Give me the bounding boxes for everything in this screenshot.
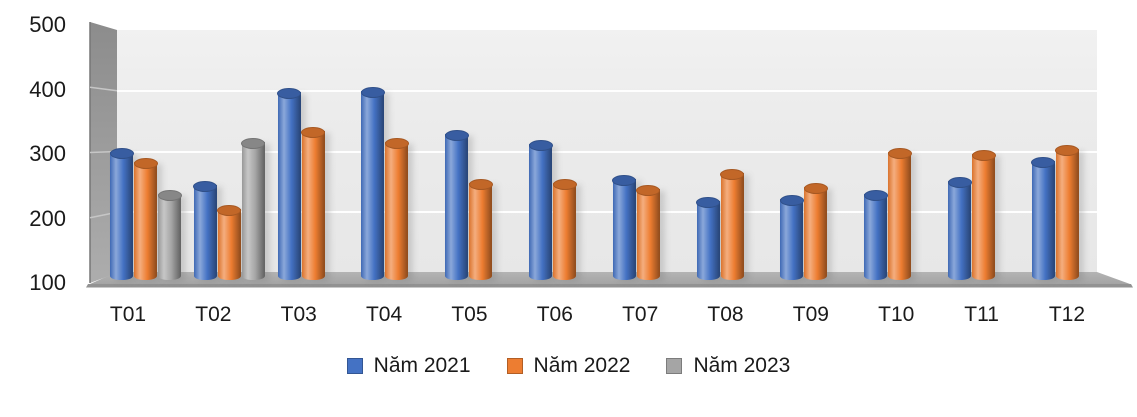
bar-nam-2023-t01[interactable] <box>157 189 182 280</box>
x-tick-label: T04 <box>365 303 403 326</box>
bar-nam-2021-t09[interactable] <box>779 195 804 280</box>
gridline <box>117 89 1097 92</box>
x-tick-label: T06 <box>536 303 573 326</box>
legend-item-nam-2023[interactable]: Năm 2023 <box>666 353 790 379</box>
bar-nam-2022-t06[interactable] <box>552 178 577 280</box>
bar-nam-2021-t03[interactable] <box>277 87 302 280</box>
legend-swatch <box>666 358 683 374</box>
x-tick-label: T02 <box>195 303 232 326</box>
bar-nam-2021-t10[interactable] <box>863 190 888 280</box>
bar-nam-2021-t08[interactable] <box>696 197 721 280</box>
x-tick-label: T07 <box>622 303 659 326</box>
gridline <box>117 150 1097 153</box>
x-tick-label: T03 <box>280 303 317 326</box>
legend-label: Năm 2021 <box>373 354 471 377</box>
bar-nam-2022-t04[interactable] <box>384 137 409 280</box>
bar-nam-2021-t01[interactable] <box>109 148 134 280</box>
bar-nam-2021-t12[interactable] <box>1031 156 1056 280</box>
x-tick-label: T09 <box>792 303 829 326</box>
bar-nam-2022-t02[interactable] <box>217 204 242 280</box>
x-tick-label: T05 <box>451 303 488 326</box>
legend: Năm 2021 Năm 2022 Năm 2023 <box>0 353 1137 379</box>
bar-nam-2022-t10[interactable] <box>887 148 912 280</box>
floor-front-edge <box>86 284 1133 288</box>
legend-label: Năm 2023 <box>693 354 791 377</box>
bar-nam-2022-t09[interactable] <box>803 182 828 280</box>
bar-nam-2022-t03[interactable] <box>301 126 326 280</box>
x-tick-label: T01 <box>109 303 147 326</box>
legend-swatch <box>346 358 363 374</box>
bar-nam-2022-t07[interactable] <box>636 185 661 280</box>
x-tick-label: T11 <box>964 303 999 326</box>
x-tick-label: T10 <box>878 303 915 326</box>
gridline <box>117 211 1097 214</box>
bar-nam-2021-t02[interactable] <box>193 181 218 280</box>
bar-nam-2022-t05[interactable] <box>468 179 493 280</box>
bar-nam-2021-t04[interactable] <box>360 86 385 280</box>
legend-item-nam-2022[interactable]: Năm 2022 <box>506 353 631 379</box>
y-tick-label: 200 <box>29 205 66 231</box>
bar-nam-2022-t08[interactable] <box>720 169 745 280</box>
y-tick-label: 300 <box>29 141 66 166</box>
x-tick-label: T12 <box>1048 303 1086 326</box>
legend-swatch <box>506 358 523 374</box>
legend-label: Năm 2022 <box>533 354 631 377</box>
y-tick-label: 400 <box>29 76 66 102</box>
y-tick-label: 100 <box>29 270 66 295</box>
bar-nam-2021-t06[interactable] <box>528 140 553 280</box>
y-tick-label: 500 <box>29 12 66 37</box>
x-tick-label: T08 <box>707 303 744 326</box>
legend-item-nam-2021[interactable]: Năm 2021 <box>346 353 471 379</box>
bar-nam-2022-t11[interactable] <box>971 150 996 280</box>
bar-nam-2022-t01[interactable] <box>133 158 158 280</box>
bar-nam-2022-t12[interactable] <box>1055 145 1080 280</box>
bar-nam-2021-t07[interactable] <box>612 174 637 280</box>
bar-nam-2021-t05[interactable] <box>444 129 469 280</box>
bar-nam-2023-t02[interactable] <box>241 137 266 280</box>
bar-nam-2021-t11[interactable] <box>947 177 972 280</box>
